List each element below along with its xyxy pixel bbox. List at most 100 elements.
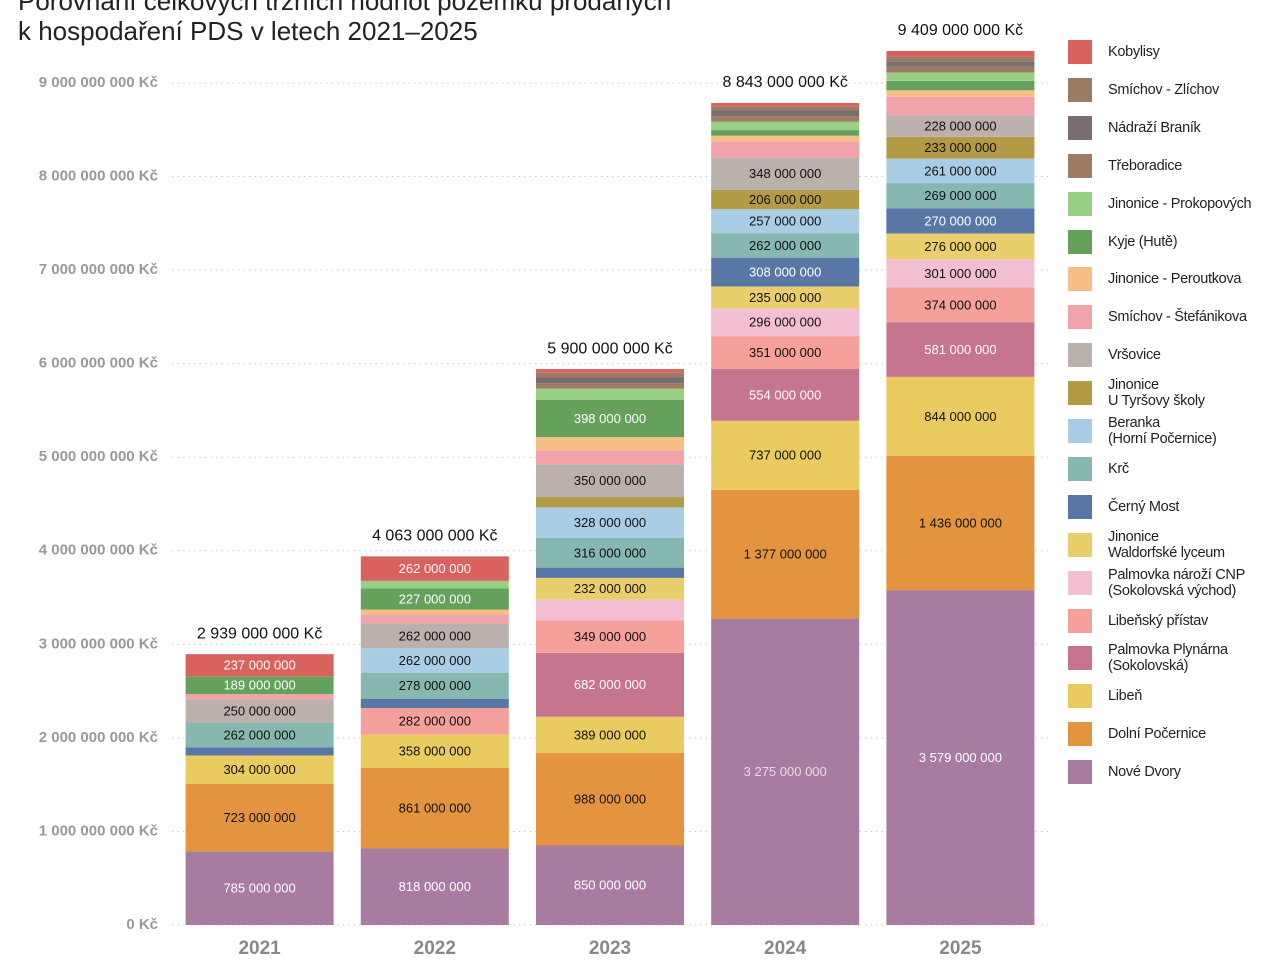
bar-segment xyxy=(886,158,1035,184)
bar-segment xyxy=(360,767,509,849)
y-tick-label: 2 000 000 000 Kč xyxy=(39,729,158,746)
legend-swatch xyxy=(1068,722,1092,747)
bar-segment xyxy=(185,699,334,724)
bar-segment xyxy=(360,580,509,589)
x-tick-label: 2024 xyxy=(764,938,807,959)
data-label: 276 000 000 xyxy=(924,239,996,254)
data-label: 235 000 000 xyxy=(749,290,821,305)
bar-segment xyxy=(185,747,334,756)
legend-label: Jinonice - Prokopových xyxy=(1108,195,1252,212)
legend-swatch xyxy=(1068,494,1092,519)
bar-segment xyxy=(360,609,509,615)
data-label: 308 000 000 xyxy=(749,264,821,279)
bar-segment xyxy=(535,652,685,717)
legend-item: Nové Dvory xyxy=(1068,760,1272,785)
data-label: 1 436 000 000 xyxy=(919,515,1002,530)
legend-swatch xyxy=(1068,532,1092,557)
bar-segment xyxy=(535,388,685,400)
data-label: 296 000 000 xyxy=(749,315,821,330)
bar-segment xyxy=(886,96,1035,116)
bar-segment xyxy=(360,708,509,735)
bar-segment xyxy=(535,383,685,389)
data-label: 262 000 000 xyxy=(399,628,471,643)
data-label: 785 000 000 xyxy=(223,881,295,896)
total-label: 8 843 000 000 Kč xyxy=(722,74,847,91)
data-label: 250 000 000 xyxy=(223,704,295,719)
bar-segment xyxy=(711,489,860,619)
legend-label: Smíchov - Štefánikova xyxy=(1108,309,1247,326)
bar-segment xyxy=(535,399,685,438)
data-label: 233 000 000 xyxy=(924,140,996,155)
bar-segment xyxy=(360,848,509,925)
legend-swatch xyxy=(1068,153,1092,178)
data-label: 206 000 000 xyxy=(749,192,821,207)
data-label: 850 000 000 xyxy=(574,878,646,893)
data-label: 304 000 000 xyxy=(223,762,295,777)
bar-segment xyxy=(886,50,1035,57)
bar-segment xyxy=(886,56,1035,62)
legend-item: Dolní Počernice xyxy=(1068,722,1272,747)
bar-segment xyxy=(886,72,1035,81)
legend-label: Palmovka nároží CNP (Sokolovská východ) xyxy=(1108,566,1245,599)
bar-segment xyxy=(185,676,334,695)
bar-segment xyxy=(535,538,685,568)
data-label: 844 000 000 xyxy=(924,409,996,424)
bar-segment xyxy=(711,618,860,925)
legend-swatch xyxy=(1068,267,1092,292)
legend-swatch xyxy=(1068,40,1092,64)
y-tick-label: 9 000 000 000 Kč xyxy=(39,74,158,91)
legend-label: Smíchov - Zlíchov xyxy=(1108,81,1219,98)
bar-segment xyxy=(535,567,685,578)
data-label: 737 000 000 xyxy=(749,448,821,463)
bar-segment xyxy=(886,259,1035,288)
data-label: 328 000 000 xyxy=(574,515,646,530)
data-label: 301 000 000 xyxy=(924,266,996,281)
bar-segment xyxy=(711,368,860,421)
legend-swatch xyxy=(1068,646,1092,671)
legend-swatch xyxy=(1068,115,1092,140)
legend-item: Beranka (Horní Počernice) xyxy=(1068,415,1272,447)
legend-label: Nové Dvory xyxy=(1108,764,1181,781)
legend-item: Smíchov - Štefánikova xyxy=(1068,305,1272,330)
data-label: 189 000 000 xyxy=(223,678,295,693)
bar-segment xyxy=(535,577,685,600)
legend-swatch xyxy=(1068,343,1092,368)
bar-segment xyxy=(711,135,860,142)
legend-item: Krč xyxy=(1068,456,1272,481)
y-tick-label: 3 000 000 000 Kč xyxy=(39,635,158,652)
legend-label: Jinonice Waldorfské lyceum xyxy=(1108,528,1225,561)
bar-segment xyxy=(185,851,334,925)
bar-segment xyxy=(711,209,860,234)
legend-item: Jinonice - Peroutkova xyxy=(1068,267,1272,292)
bar-segment xyxy=(535,507,685,539)
legend-label: Libeňský přístav xyxy=(1108,612,1208,629)
legend-swatch xyxy=(1068,684,1092,709)
data-label: 349 000 000 xyxy=(574,629,646,644)
bar-segment xyxy=(711,106,860,111)
data-label: 316 000 000 xyxy=(574,545,646,560)
bar-segment xyxy=(711,116,860,122)
bar-segment xyxy=(185,783,334,852)
legend-swatch xyxy=(1068,229,1092,254)
bar-segment xyxy=(711,102,860,107)
bar-segment xyxy=(360,623,509,649)
bar-segment xyxy=(886,590,1035,925)
legend-label: Libeň xyxy=(1108,688,1142,705)
chart-title: Porovnání celkových tržních hodnot pozem… xyxy=(18,0,672,46)
bar-segment xyxy=(886,183,1035,209)
legend-item: Vršovice xyxy=(1068,343,1272,368)
bar-segment xyxy=(711,286,860,309)
legend-label: Kyje (Hutě) xyxy=(1108,233,1178,250)
bar-segment xyxy=(535,377,685,384)
legend-label: Beranka (Horní Počernice) xyxy=(1108,415,1217,447)
bar-segment xyxy=(185,654,334,677)
bar-segment xyxy=(185,723,334,748)
bar-segment xyxy=(535,716,685,754)
bar-segment xyxy=(360,614,509,624)
bar-segment xyxy=(886,66,1035,73)
y-tick-label: 5 000 000 000 Kč xyxy=(39,448,158,465)
y-tick-label: 6 000 000 000 Kč xyxy=(39,355,158,372)
legend-item: Kobylisy xyxy=(1068,40,1272,64)
legend-item: Palmovka nároží CNP (Sokolovská východ) xyxy=(1068,567,1272,599)
